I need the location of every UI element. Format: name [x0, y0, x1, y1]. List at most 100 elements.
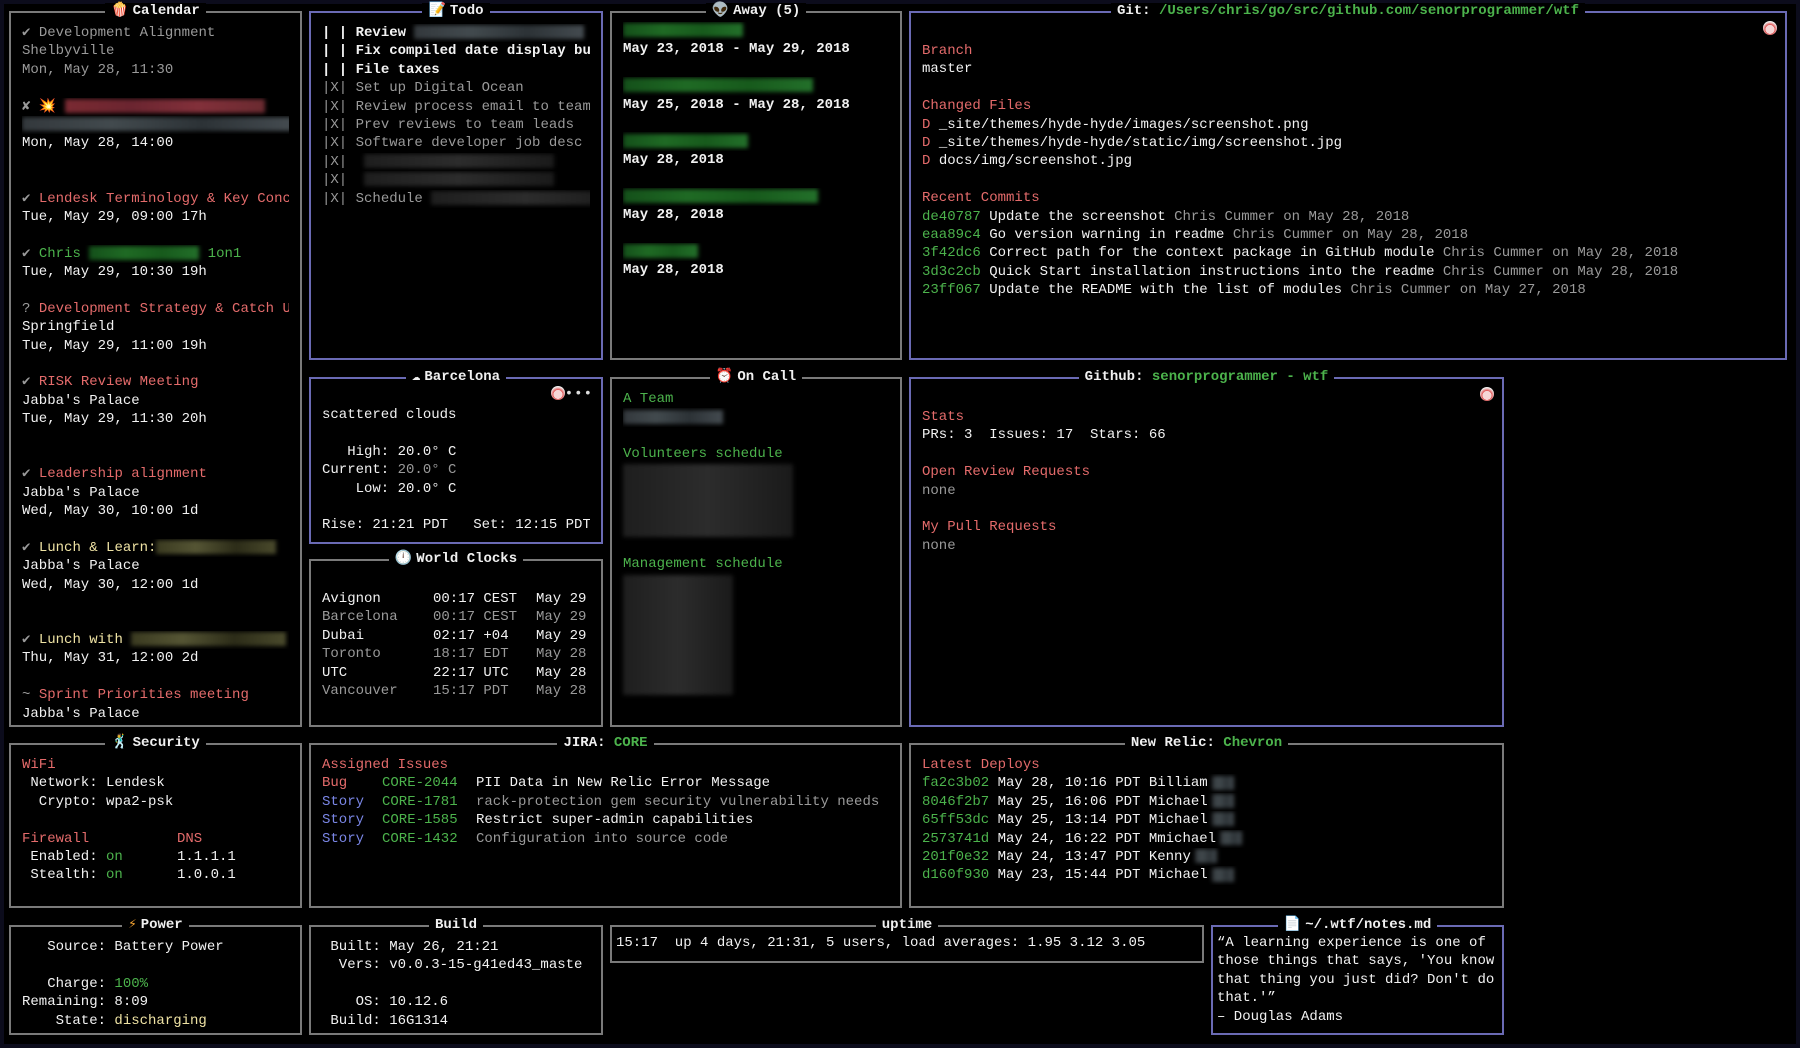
- commit-row[interactable]: 3d3c2cb Quick Start installation instruc…: [922, 263, 1774, 281]
- calendar-event[interactable]: ✔ Lunch & Learn: Jabba's Palace Wed, May…: [22, 539, 289, 594]
- deploy-row[interactable]: d160f930 May 23, 15:44 PDT Michael: [922, 866, 1491, 884]
- calendar-event[interactable]: ✔ Chris 1on1 Tue, May 29, 10:30 19h: [22, 245, 289, 282]
- todo-item[interactable]: |X| Software developer job desc: [322, 134, 590, 152]
- branch-name: master: [922, 61, 973, 78]
- power-widget[interactable]: ⚡ Power Source: Battery Power Charge: 100…: [9, 917, 302, 1035]
- clock-time: 15:17 PDT: [433, 682, 509, 699]
- build-date: Built: May 26, 21:21: [322, 939, 499, 955]
- away-widget[interactable]: 👽 Away (5) May 23, 2018 - May 29, 2018 May…: [610, 3, 902, 360]
- todo-checkbox[interactable]: | |: [322, 61, 348, 78]
- calendar-event[interactable]: ✔ Lendesk Terminology & Key Conc Tue, Ma…: [22, 190, 289, 227]
- commit-message: Quick Start installation instructions in…: [989, 263, 1435, 280]
- calendar-event[interactable]: ~ Sprint Priorities meeting Jabba's Pala…: [22, 686, 289, 723]
- cloud-icon: ☁: [411, 369, 421, 385]
- todo-checkbox[interactable]: |X|: [322, 80, 348, 97]
- jira-issue[interactable]: Story CORE-1585 Restrict super-admin capab…: [322, 811, 889, 829]
- todo-checkbox[interactable]: |X|: [322, 153, 348, 170]
- todo-checkbox[interactable]: | |: [322, 43, 348, 60]
- todo-checkbox[interactable]: |X|: [322, 98, 348, 115]
- changed-file[interactable]: D _site/themes/hyde-hyde/images/screensh…: [922, 116, 1774, 134]
- todo-item[interactable]: |X| Prev reviews to team leads: [322, 116, 590, 134]
- build-widget[interactable]: Build Built: May 26, 21:21 Vers: v0.0.3-…: [309, 917, 603, 1035]
- calendar-event[interactable]: ✔ Lunch with Thu, May 31, 12:00 2d: [22, 631, 289, 668]
- clock-time: 02:17 +04: [433, 627, 509, 644]
- todo-item[interactable]: |X| Set up Digital Ocean: [322, 79, 590, 97]
- clock-city: Barcelona: [322, 609, 398, 626]
- away-entry: May 28, 2018: [623, 188, 889, 225]
- todo-text: Review process email to team: [355, 98, 590, 115]
- todo-checkbox[interactable]: |X|: [322, 116, 348, 133]
- event-status: ~: [22, 687, 31, 704]
- commit-meta: Chris Cummer on May 28, 2018: [1232, 226, 1469, 243]
- changed-file[interactable]: D _site/themes/hyde-hyde/static/img/scre…: [922, 134, 1774, 152]
- deploy-row[interactable]: 201f0e32 May 24, 13:47 PDT Kenny: [922, 848, 1491, 866]
- uptime-widget[interactable]: uptime 15:17 up 4 days, 21:31, 5 users, …: [610, 917, 1204, 963]
- world-clocks-widget[interactable]: 🕛 World Clocks Avignon 00:17 CEST May 29 Bar…: [309, 551, 603, 727]
- todo-checkbox[interactable]: |X|: [322, 172, 348, 189]
- todo-item[interactable]: | | File taxes: [322, 61, 590, 79]
- notes-line: that thing you just did? Don't do: [1217, 971, 1495, 988]
- jira-issue[interactable]: Story CORE-1432 Configuration into source …: [322, 830, 889, 848]
- commit-row[interactable]: 23ff067 Update the README with the list …: [922, 281, 1774, 299]
- assigned-issues-heading: Assigned Issues: [322, 757, 449, 773]
- jira-issue[interactable]: Bug CORE-2044 PII Data in New Relic Error …: [322, 774, 889, 792]
- todo-item[interactable]: | | Fix compiled date display bug: [322, 42, 590, 60]
- deploy-row[interactable]: 2573741d May 24, 16:22 PDT Mmichael: [922, 830, 1491, 848]
- notes-content[interactable]: “A learning experience is one of those th…: [1217, 934, 1498, 1026]
- issue-key: CORE-1585: [382, 812, 458, 829]
- notes-widget[interactable]: 📄 ~/.wtf/notes.md “A learning experience …: [1211, 917, 1504, 1035]
- todo-item[interactable]: | | Review: [322, 24, 590, 42]
- changed-file[interactable]: D docs/img/screenshot.jpg: [922, 152, 1774, 170]
- high-value: 20.0° C: [397, 443, 457, 460]
- pager-dots[interactable]: •••: [550, 385, 593, 403]
- redacted-text: [623, 188, 818, 203]
- git-widget[interactable]: Git: /Users/chris/go/src/github.com/seno…: [909, 3, 1787, 360]
- stealth-label: Stealth:: [22, 867, 98, 884]
- jira-issue[interactable]: Story CORE-1781 rack-protection gem securi…: [322, 793, 889, 811]
- oncall-widget[interactable]: ⏰ On Call A Team Volunteers schedule Mana…: [610, 369, 902, 727]
- dns-heading: DNS: [177, 830, 203, 847]
- todo-item[interactable]: |X| Schedule: [322, 190, 590, 208]
- event-title: RISK Review Meeting: [38, 374, 199, 391]
- deploy-row[interactable]: 8046f2b7 May 25, 16:06 PDT Michael: [922, 793, 1491, 811]
- schedule-name: Management schedule: [623, 555, 783, 572]
- todo-item[interactable]: |X|: [322, 171, 590, 189]
- wtf-dashboard: 🍿 Calendar ✔ Development Alignment Shelby…: [4, 3, 1796, 1044]
- security-widget[interactable]: 🕺 Security WiFi Network: Lendesk Crypto: …: [9, 735, 302, 908]
- todo-item[interactable]: |X|: [322, 153, 590, 171]
- git-title-label: Git:: [1116, 3, 1151, 19]
- os-build: Build: 16G1314: [322, 1012, 449, 1029]
- clock-date: May 28: [536, 646, 587, 663]
- event-status: ✔: [22, 631, 31, 648]
- weather-widget[interactable]: ☁ Barcelona ••• scattered clouds High: 20…: [309, 369, 603, 544]
- calendar-event[interactable]: ✔ Leadership alignment Jabba's Palace We…: [22, 465, 289, 520]
- todo-widget[interactable]: 📝 Todo | | Review | | Fix compiled date di…: [309, 3, 603, 360]
- clock-row: UTC 22:17 UTC May 28: [322, 664, 590, 682]
- github-widget[interactable]: Github: senorprogrammer - wtf Stats PRs:…: [909, 369, 1504, 727]
- commit-row[interactable]: 3f42dc6 Correct path for the context pac…: [922, 244, 1774, 262]
- event-title: Development Alignment: [38, 25, 216, 41]
- calendar-widget[interactable]: 🍿 Calendar ✔ Development Alignment Shelby…: [9, 3, 302, 727]
- calendar-event[interactable]: ✘ 💥 Mon, May 28, 14:00: [22, 98, 289, 153]
- newrelic-widget[interactable]: New Relic: Chevron Latest Deploys fa2c3b…: [909, 735, 1504, 908]
- todo-checkbox[interactable]: |X|: [322, 190, 348, 207]
- commit-row[interactable]: de40787 Update the screenshot Chris Cumm…: [922, 208, 1774, 226]
- todo-checkbox[interactable]: |X|: [322, 135, 348, 152]
- todo-checkbox[interactable]: | |: [322, 25, 348, 41]
- clown-icon[interactable]: [1763, 21, 1777, 35]
- calendar-event[interactable]: ✔ RISK Review Meeting Jabba's Palace Tue…: [22, 373, 289, 428]
- wifi-crypto: Crypto: wpa2-psk: [22, 793, 174, 810]
- calendar-event[interactable]: ? Development Strategy & Catch U Springf…: [22, 300, 289, 355]
- current-value: 20.0° C: [397, 462, 457, 479]
- todo-item[interactable]: |X| Review process email to team: [322, 98, 590, 116]
- calendar-event[interactable]: ✔ Development Alignment Shelbyville Mon,…: [22, 24, 289, 79]
- deploy-row[interactable]: 65ff53dc May 25, 13:14 PDT Michael: [922, 811, 1491, 829]
- issue-type: Bug: [322, 775, 348, 792]
- jira-widget[interactable]: JIRA: CORE Assigned Issues Bug CORE-2044 P…: [309, 735, 902, 908]
- clown-icon[interactable]: [1480, 387, 1494, 401]
- event-status: ✔: [22, 374, 31, 391]
- away-title: Away (5): [733, 3, 801, 19]
- commit-row[interactable]: eaa89c4 Go version warning in readme Chr…: [922, 226, 1774, 244]
- commit-message: Update the screenshot: [989, 208, 1166, 225]
- deploy-row[interactable]: fa2c3b02 May 28, 10:16 PDT Billiam: [922, 774, 1491, 792]
